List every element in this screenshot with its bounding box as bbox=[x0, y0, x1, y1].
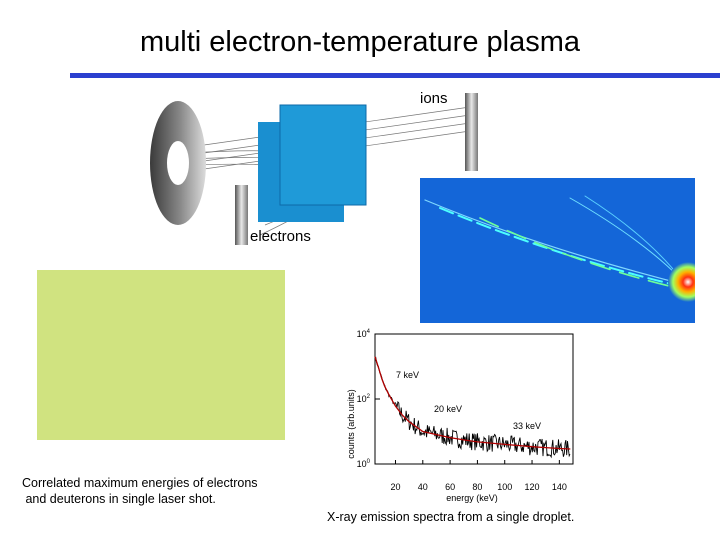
x-tick-label: 80 bbox=[472, 482, 482, 492]
temperature-annotation: 20 keV bbox=[434, 404, 462, 414]
temperature-annotation: 33 keV bbox=[513, 421, 541, 431]
x-tick-label: 100 bbox=[497, 482, 512, 492]
x-tick-label: 20 bbox=[390, 482, 400, 492]
ion-detector-bar bbox=[465, 93, 478, 171]
electrons-label: electrons bbox=[250, 228, 311, 245]
x-tick-label: 120 bbox=[525, 482, 540, 492]
correlation-plot-placeholder bbox=[37, 270, 285, 440]
y-tick-label: 104 bbox=[357, 329, 371, 339]
y-tick-label: 100 bbox=[357, 459, 371, 469]
detector-image bbox=[420, 178, 695, 323]
slide-title: multi electron-temperature plasma bbox=[139, 26, 580, 58]
title-divider bbox=[70, 73, 720, 78]
ions-label: ions bbox=[420, 90, 448, 107]
pinhole-disk bbox=[150, 101, 206, 225]
electron-detector-bar bbox=[235, 185, 248, 245]
temperature-annotation: 7 keV bbox=[396, 370, 419, 380]
spectrum-caption: X-ray emission spectra from a single dro… bbox=[327, 510, 575, 524]
y-axis-label: counts (arb.units) bbox=[346, 389, 356, 459]
correlation-caption: Correlated maximum energies of electrons… bbox=[22, 476, 258, 506]
spectrum-measured-line bbox=[374, 356, 571, 459]
x-tick-label: 140 bbox=[552, 482, 567, 492]
setup-diagram bbox=[150, 93, 478, 245]
spectrum-fit-line bbox=[374, 356, 571, 450]
x-tick-label: 40 bbox=[418, 482, 428, 492]
x-tick-label: 60 bbox=[445, 482, 455, 492]
y-tick-label: 102 bbox=[357, 394, 371, 404]
xray-spectrum-chart: counts (arb.units) energy (keV) 104 102 10… bbox=[346, 329, 574, 503]
detector-plate-front bbox=[279, 104, 367, 206]
x-axis-label: energy (keV) bbox=[446, 493, 498, 503]
